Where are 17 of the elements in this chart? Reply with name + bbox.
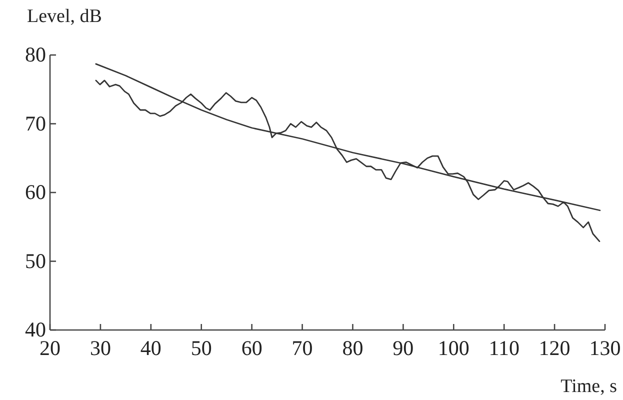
y-tick-label: 70 [25, 111, 46, 136]
x-tick-label: 130 [589, 336, 621, 360]
y-axis-title: Level, dB [27, 6, 102, 27]
x-tick-label: 50 [190, 336, 212, 360]
x-tick-label: 60 [241, 336, 262, 360]
x-tick-label: 100 [438, 336, 470, 360]
y-tick-label: 60 [25, 180, 46, 204]
x-tick-label: 90 [392, 336, 414, 360]
x-axis-title: Time, s [560, 376, 617, 397]
x-tick-label: 110 [488, 336, 520, 360]
x-tick-label: 80 [342, 336, 364, 360]
y-tick-label: 80 [25, 42, 46, 67]
x-tick-label: 120 [538, 336, 570, 360]
x-tick-label: 70 [292, 336, 313, 360]
y-tick-label: 50 [25, 248, 46, 273]
x-tick-label: 30 [90, 336, 111, 360]
x-tick-label: 40 [140, 336, 162, 360]
